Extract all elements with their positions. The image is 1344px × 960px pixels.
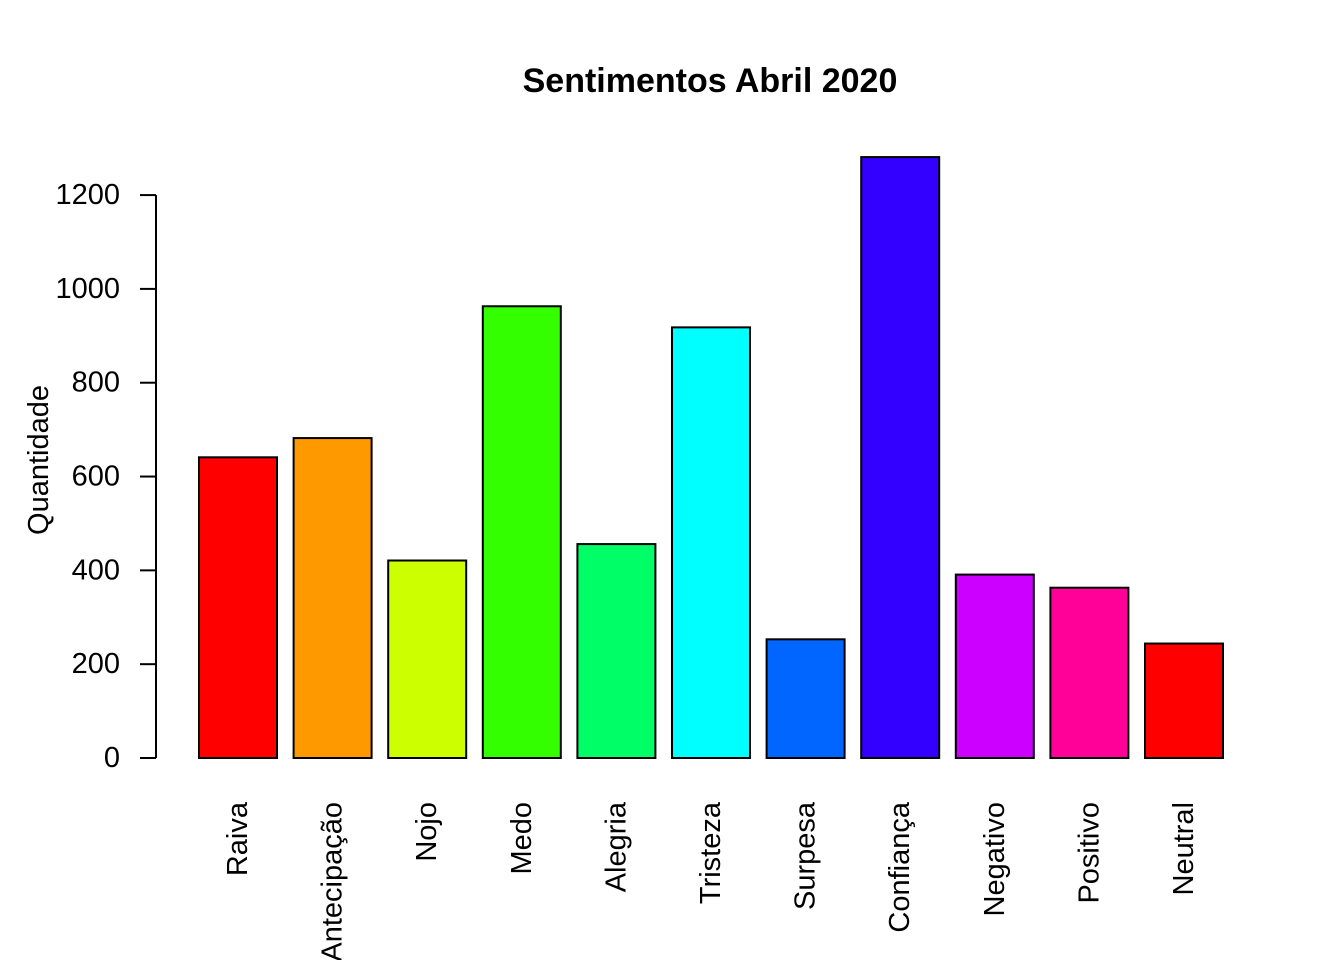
y-tick-label: 1000 bbox=[55, 273, 120, 305]
x-tick-label: Tristeza bbox=[695, 801, 727, 904]
y-tick-label: 0 bbox=[104, 742, 120, 774]
x-tick-label: Raiva bbox=[222, 801, 254, 876]
bar-confiança bbox=[860, 156, 941, 760]
y-axis-label: Quantidade bbox=[23, 385, 55, 535]
x-tick-label: Positivo bbox=[1073, 802, 1105, 904]
y-tick-label: 600 bbox=[72, 461, 120, 493]
x-tick-label: Medo bbox=[506, 802, 538, 875]
y-tick-label: 200 bbox=[72, 648, 120, 680]
y-axis: 0 200 400 600 800 1000 1200 bbox=[55, 179, 157, 774]
x-axis-labels: Raiva Antecipação Nojo Medo Alegria Tristeza S… bbox=[222, 801, 1200, 960]
bar-positivo bbox=[1049, 586, 1130, 759]
x-tick-label: Confiança bbox=[884, 801, 916, 932]
bars bbox=[198, 156, 1224, 760]
bar-alegria bbox=[576, 543, 657, 759]
bar-nojo bbox=[387, 559, 468, 760]
y-tick-label: 400 bbox=[72, 554, 120, 586]
x-tick-label: Antecipação bbox=[317, 802, 349, 960]
bar-tristeza bbox=[671, 326, 751, 759]
bar-antecipação bbox=[292, 437, 373, 759]
y-tick-label: 1200 bbox=[55, 179, 120, 211]
y-tick-label: 800 bbox=[72, 367, 120, 399]
chart-title: Sentimentos Abril 2020 bbox=[523, 62, 898, 100]
x-tick-label: Surpesa bbox=[790, 801, 822, 910]
x-tick-label: Alegria bbox=[600, 801, 632, 892]
x-tick-label: Nojo bbox=[411, 802, 443, 862]
bar-raiva bbox=[198, 456, 278, 759]
bar-surpesa bbox=[765, 638, 846, 759]
x-tick-label: Negativo bbox=[979, 802, 1011, 916]
bar-neutral bbox=[1144, 642, 1224, 760]
bar-medo bbox=[481, 305, 562, 759]
bar-negativo bbox=[954, 573, 1035, 760]
x-tick-label: Neutral bbox=[1168, 802, 1200, 896]
